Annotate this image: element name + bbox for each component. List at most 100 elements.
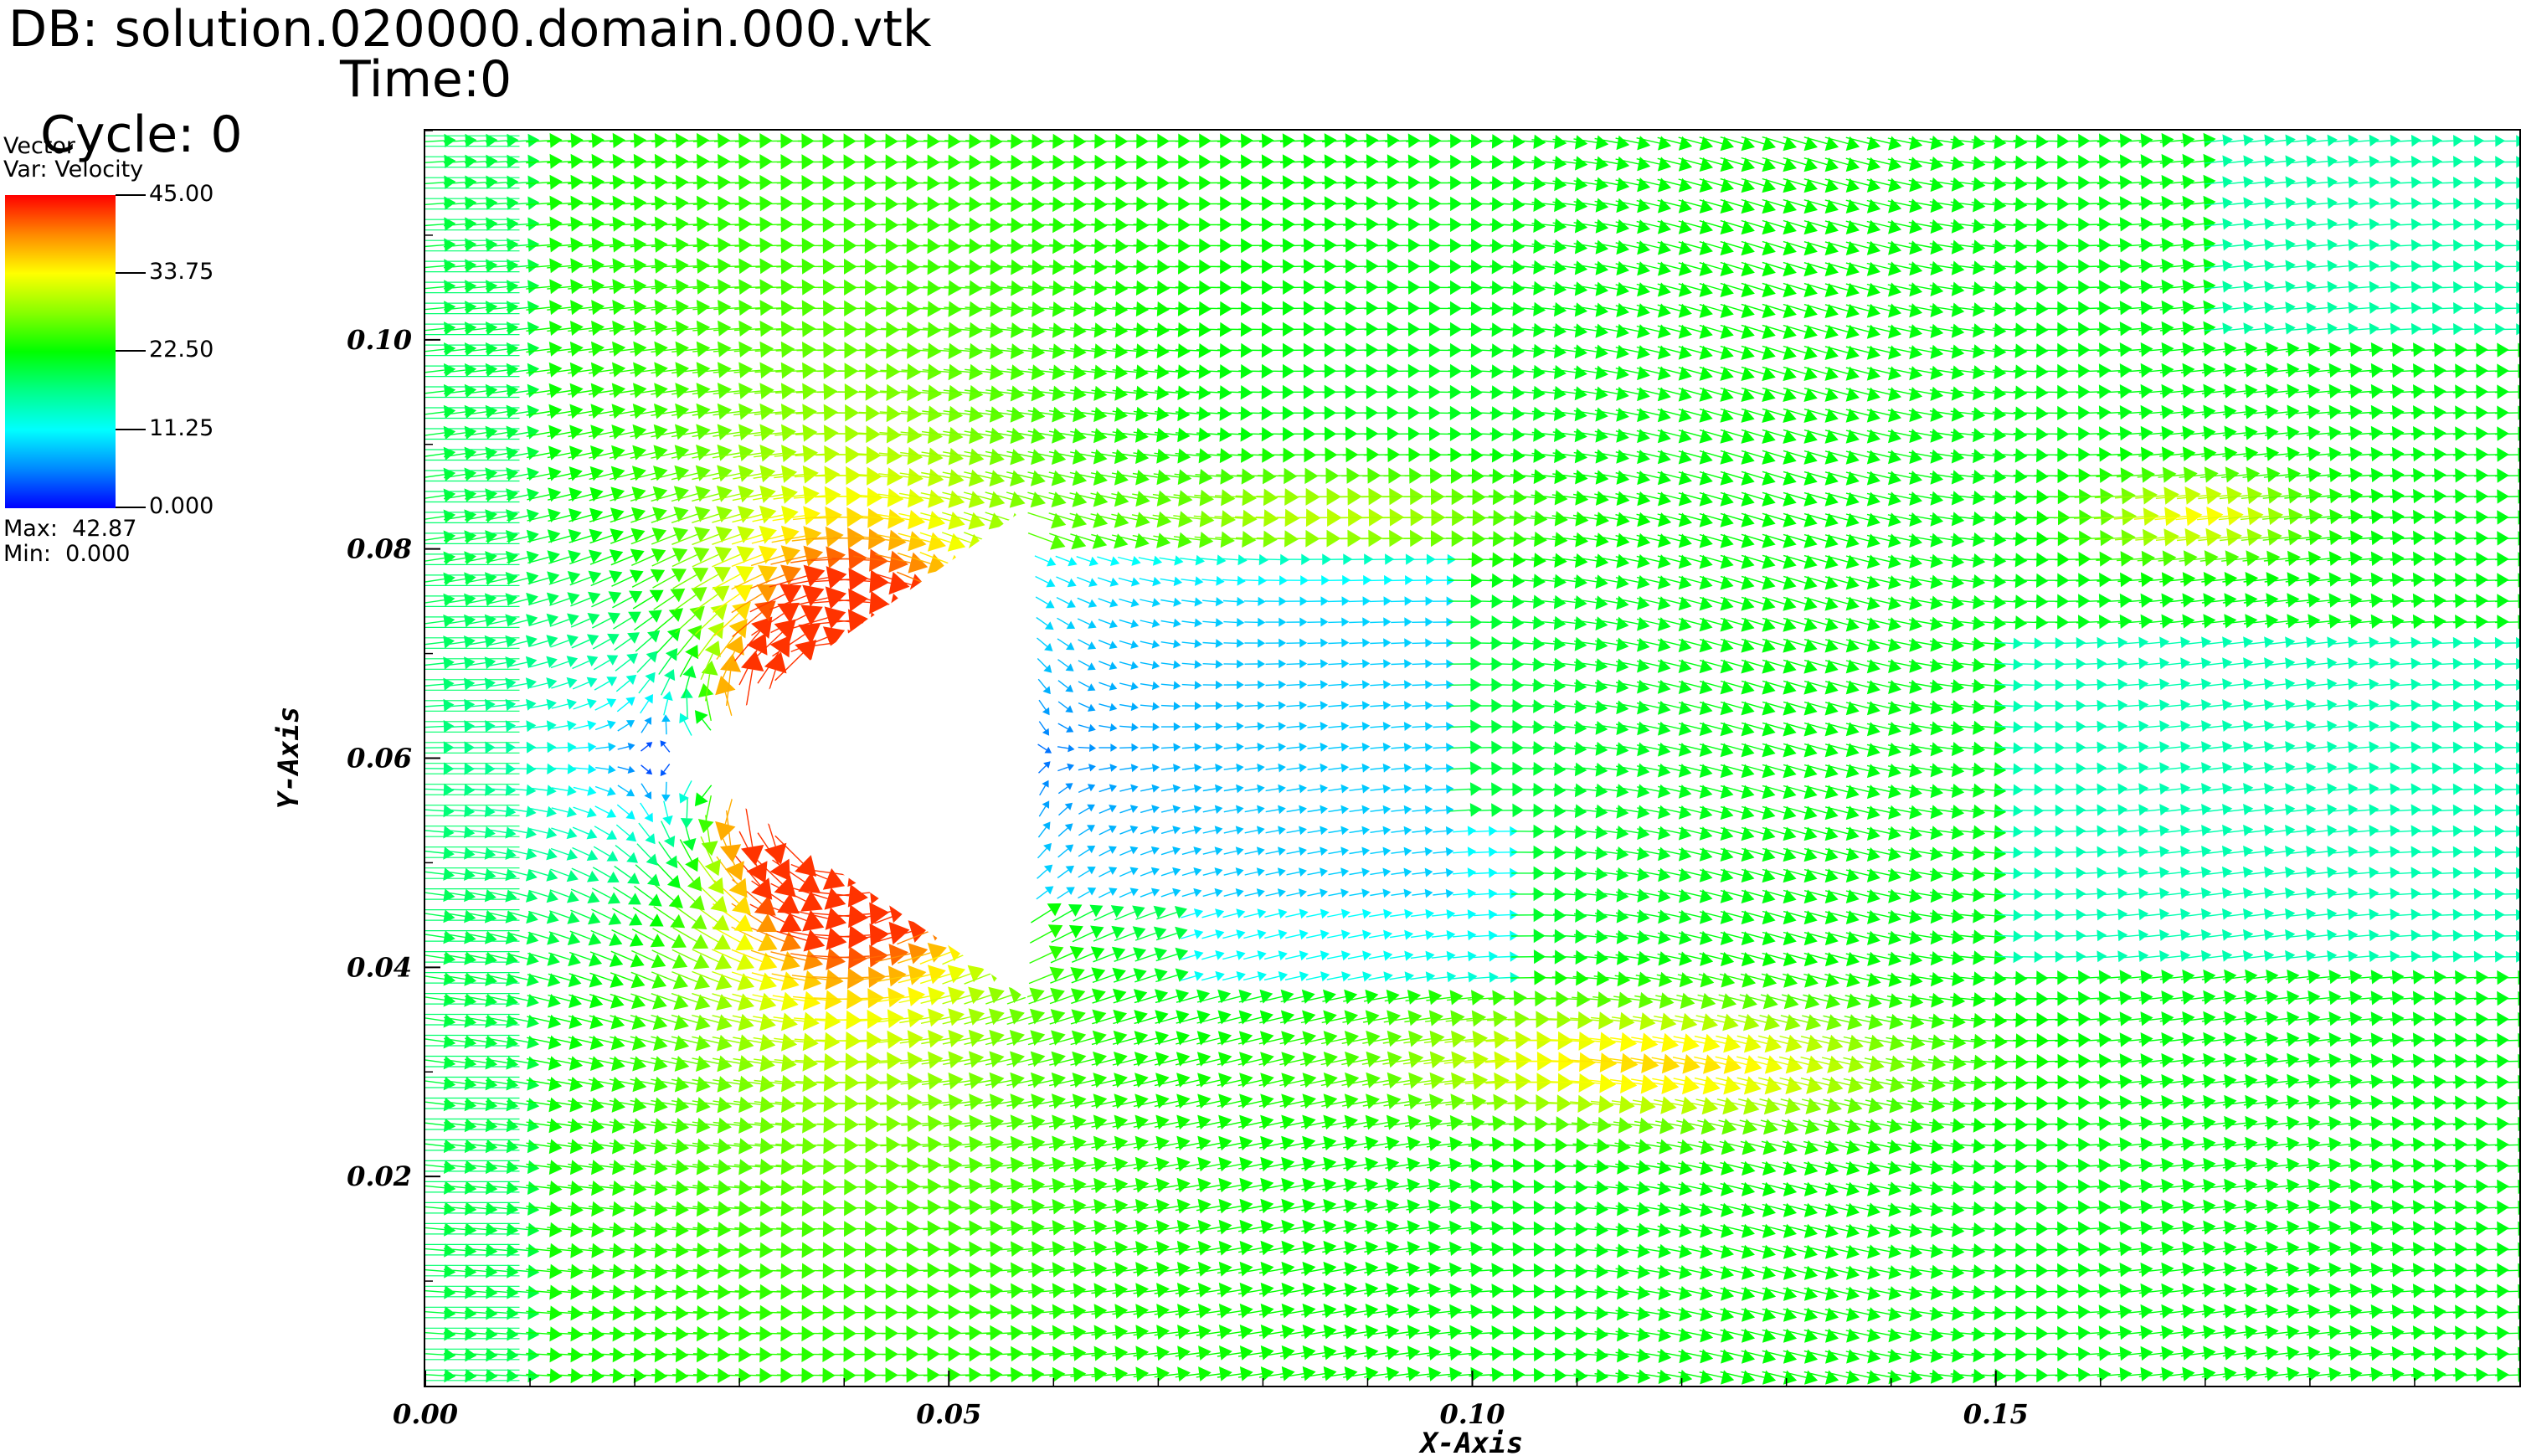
vector-arrowhead xyxy=(2119,1116,2133,1131)
vector-arrowhead xyxy=(1952,1034,1967,1050)
vector-arrowhead xyxy=(759,1096,774,1114)
vector-shaft xyxy=(1305,954,1322,960)
vector-arrowhead xyxy=(696,1180,711,1196)
vector-arrowhead xyxy=(1340,950,1351,961)
vector-arrowhead xyxy=(1721,1349,1735,1364)
vector-arrowhead xyxy=(948,1241,962,1258)
vector-arrowhead xyxy=(1973,1243,1986,1258)
vector-arrowhead xyxy=(2518,1304,2519,1320)
vector-shaft xyxy=(2097,1269,2121,1273)
vector-arrowhead xyxy=(464,930,476,944)
vector-shaft xyxy=(1824,1351,1849,1357)
vector-shaft xyxy=(2410,1374,2435,1377)
vector-arrowhead xyxy=(527,1201,540,1216)
vector-arrowhead xyxy=(1825,1181,1839,1196)
vector-shaft xyxy=(2201,1373,2225,1378)
vector-arrowhead xyxy=(2182,990,2195,1006)
vector-shaft xyxy=(965,1353,990,1356)
vector-arrowhead xyxy=(633,1242,647,1258)
vector-shaft xyxy=(1678,1309,1702,1315)
vector-shaft xyxy=(630,1163,656,1168)
vector-shaft xyxy=(1720,1162,1744,1170)
vector-arrowhead xyxy=(1743,1013,1760,1032)
vector-shaft xyxy=(1992,1248,2016,1251)
vector-shaft xyxy=(754,1164,782,1168)
vector-arrowhead xyxy=(1044,886,1054,895)
vector-arrowhead xyxy=(1494,1030,1510,1049)
vector-shaft xyxy=(1070,1164,1095,1170)
vector-arrowhead xyxy=(1700,1202,1713,1217)
legend-tick xyxy=(116,507,146,508)
vector-arrowhead xyxy=(591,1347,605,1363)
vector-arrowhead xyxy=(1093,1156,1108,1172)
vector-arrowhead xyxy=(738,1263,752,1279)
vector-arrowhead xyxy=(486,1181,498,1195)
vector-shaft xyxy=(902,1311,928,1314)
vector-arrowhead xyxy=(506,1160,519,1175)
vector-arrowhead xyxy=(1362,929,1371,940)
vector-arrowhead xyxy=(2306,867,2317,878)
vector-arrowhead xyxy=(1889,1034,1905,1052)
vector-shaft xyxy=(1489,1165,1514,1168)
vector-shaft xyxy=(1494,913,1510,916)
vector-shaft xyxy=(1119,891,1132,898)
vector-arrowhead xyxy=(1618,1011,1635,1031)
vector-arrowhead xyxy=(2410,908,2421,921)
vector-arrowhead xyxy=(927,1136,942,1153)
vector-shaft xyxy=(1301,1268,1325,1274)
vector-arrowhead xyxy=(1679,1349,1693,1364)
vector-shaft xyxy=(1992,1311,2016,1314)
vector-arrowhead xyxy=(1386,1178,1400,1193)
vector-shaft xyxy=(2222,1227,2246,1232)
vector-shaft xyxy=(1615,1289,1639,1294)
vector-shaft xyxy=(1657,1204,1681,1211)
vector-shaft xyxy=(733,1164,761,1168)
vector-shaft xyxy=(2473,1060,2498,1062)
vector-shaft xyxy=(1432,913,1448,917)
vector-shaft xyxy=(1385,1331,1409,1336)
vector-arrowhead xyxy=(1218,1135,1232,1151)
vector-shaft xyxy=(1453,913,1469,917)
vector-arrowhead xyxy=(2349,1095,2363,1110)
vector-arrowhead xyxy=(1323,1135,1337,1151)
vector-arrowhead xyxy=(2370,1053,2384,1068)
vector-shaft xyxy=(2369,1332,2393,1335)
vector-shaft xyxy=(1494,934,1510,937)
vector-shaft xyxy=(2390,1206,2414,1210)
vector-arrowhead xyxy=(1617,950,1630,965)
vector-arrowhead xyxy=(2245,1032,2258,1047)
vector-arrowhead xyxy=(507,1327,519,1341)
vector-shaft xyxy=(692,1164,719,1168)
vector-shaft xyxy=(1887,1289,1911,1294)
vector-shaft xyxy=(2243,1164,2267,1169)
vector-arrowhead xyxy=(570,1181,584,1196)
vector-shaft xyxy=(1385,1310,1409,1315)
vector-arrowhead xyxy=(2266,1094,2279,1109)
vector-arrowhead xyxy=(1597,1116,1612,1134)
vector-arrowhead xyxy=(2119,1221,2133,1236)
vector-arrowhead xyxy=(2307,1366,2321,1381)
vector-arrowhead xyxy=(2410,929,2421,942)
vector-arrowhead xyxy=(1931,1097,1946,1113)
vector-arrowhead xyxy=(1281,1156,1295,1172)
vector-arrowhead xyxy=(1575,1263,1588,1279)
vector-arrowhead xyxy=(1889,1013,1904,1030)
vector-shaft xyxy=(2076,1269,2100,1273)
vector-shaft xyxy=(1720,1329,1744,1336)
vector-shaft xyxy=(1347,975,1364,980)
vector-arrowhead xyxy=(606,851,619,862)
vector-shaft xyxy=(1140,871,1153,877)
vector-shaft xyxy=(443,1227,466,1231)
vector-shaft xyxy=(1762,1287,1786,1294)
vector-arrowhead xyxy=(612,1326,626,1342)
vector-arrowhead xyxy=(1323,1324,1337,1340)
vector-shaft xyxy=(965,1269,990,1273)
vector-shaft xyxy=(2222,1206,2246,1211)
vector-arrowhead xyxy=(648,893,662,907)
vector-shaft xyxy=(2285,1289,2309,1294)
vector-shaft xyxy=(2159,1310,2184,1315)
vector-arrowhead xyxy=(1072,1073,1087,1088)
vector-arrowhead xyxy=(1679,951,1693,966)
vector-shaft xyxy=(2348,1331,2372,1335)
vector-shaft xyxy=(1196,1352,1221,1357)
